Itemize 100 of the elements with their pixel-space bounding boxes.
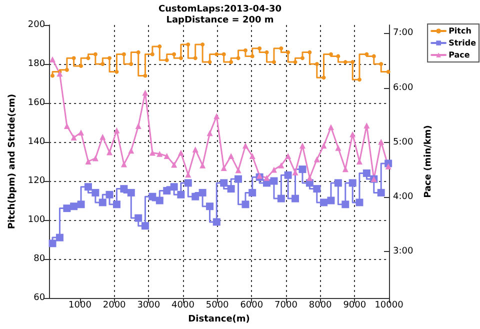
point: [122, 52, 126, 56]
x-tick-label: 7000: [274, 300, 298, 310]
point: [86, 56, 90, 60]
point: [356, 198, 364, 206]
point: [243, 48, 248, 52]
point: [200, 42, 205, 46]
point: [364, 122, 370, 128]
point: [70, 202, 78, 210]
point: [142, 90, 148, 96]
point: [100, 62, 105, 66]
point: [249, 153, 256, 160]
point: [206, 130, 213, 136]
x-tick-label: 6000: [240, 300, 264, 310]
point: [236, 56, 240, 60]
point: [185, 172, 192, 178]
point: [112, 200, 120, 208]
point: [286, 50, 290, 54]
point: [120, 161, 127, 168]
point: [378, 138, 384, 145]
point: [386, 70, 390, 74]
point: [70, 134, 77, 140]
y2-axis-title: Pace (min/km): [424, 125, 434, 198]
point: [186, 42, 190, 46]
point: [248, 188, 256, 196]
point: [212, 218, 220, 226]
x-tick-label: 2000: [102, 300, 126, 310]
point: [328, 52, 333, 56]
x-tick-label: 1000: [68, 300, 92, 310]
point: [143, 74, 148, 78]
point: [206, 202, 214, 210]
point: [164, 58, 169, 62]
x-tick-label: 5000: [206, 300, 230, 310]
point: [141, 222, 149, 230]
point: [293, 60, 298, 64]
point: [72, 56, 76, 60]
point: [127, 188, 135, 196]
point: [120, 185, 128, 193]
point: [92, 155, 98, 162]
point: [300, 56, 304, 60]
y-tick-label: 80: [34, 254, 46, 264]
point: [164, 153, 170, 160]
point: [306, 174, 313, 181]
point: [320, 198, 328, 206]
point: [322, 76, 326, 80]
point: [198, 188, 206, 196]
point: [149, 150, 156, 156]
point: [299, 142, 306, 149]
y-tick-label: 100: [28, 215, 46, 225]
y2-tick-label: 3:00: [393, 246, 414, 257]
point: [285, 153, 292, 160]
point: [235, 167, 242, 174]
y-tick-label: 200: [28, 20, 46, 30]
point: [264, 50, 269, 54]
y2-tick-label: 5:00: [393, 137, 414, 148]
point: [292, 169, 298, 176]
point: [171, 162, 178, 168]
x-tick-label: 8000: [308, 300, 332, 310]
x-tick-label: 10000: [374, 300, 404, 310]
y-tick-label: 140: [28, 137, 46, 147]
point: [242, 200, 250, 208]
point: [178, 56, 183, 60]
point: [98, 198, 106, 206]
point: [93, 52, 98, 56]
point: [56, 70, 63, 77]
point: [170, 183, 178, 191]
point: [177, 190, 185, 198]
point: [234, 175, 242, 183]
point: [50, 74, 55, 78]
legend-label: Pace: [448, 50, 470, 60]
point: [192, 146, 198, 152]
point: [377, 188, 385, 196]
point: [264, 174, 270, 181]
point: [350, 60, 355, 64]
legend-label: Pitch: [448, 26, 472, 36]
point: [192, 192, 200, 200]
point: [328, 124, 334, 130]
point: [128, 148, 134, 154]
point: [184, 179, 192, 187]
point: [308, 50, 312, 54]
x-tick-label: 3000: [137, 300, 160, 310]
point: [156, 196, 164, 204]
y-tick-label: 60: [34, 293, 46, 303]
point: [50, 56, 56, 62]
chart-title: CustomLaps:2013-04-30: [158, 4, 282, 14]
point: [220, 179, 228, 187]
point: [150, 52, 154, 56]
point: [357, 78, 362, 82]
point: [222, 52, 226, 56]
point: [79, 64, 84, 68]
chart-subtitle: LapDistance = 200 m: [166, 16, 274, 26]
point: [250, 54, 254, 58]
point: [92, 188, 100, 196]
point: [320, 142, 327, 149]
point: [214, 52, 219, 56]
point: [314, 62, 319, 66]
point: [227, 185, 235, 193]
point: [334, 179, 342, 187]
point: [135, 123, 142, 130]
point: [48, 240, 56, 248]
point: [163, 187, 171, 194]
